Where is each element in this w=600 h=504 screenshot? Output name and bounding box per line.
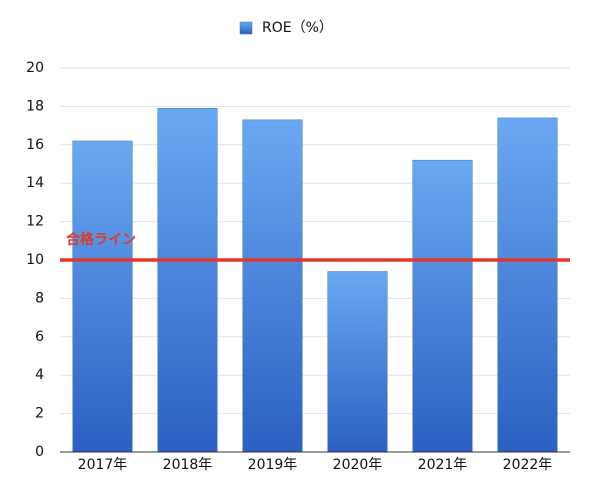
bar [327,271,388,453]
y-tick-label: 12 [26,214,44,230]
y-tick-label: 16 [26,137,44,153]
legend-swatch [239,21,253,35]
x-tick-label: 2022年 [503,457,553,473]
bar [72,140,133,453]
x-tick-label: 2018年 [163,457,213,473]
y-tick-label: 0 [35,444,44,460]
y-tick-label: 18 [26,98,44,114]
y-tick-label: 6 [35,329,44,345]
y-tick-label: 14 [26,175,44,191]
bar [497,117,558,453]
x-tick-label: 2021年 [418,457,468,473]
y-tick-label: 2 [35,406,44,422]
reference-label: 合格ライン [66,231,136,248]
y-tick-label: 20 [26,60,44,76]
x-tick-label: 2020年 [333,457,383,473]
bar [157,108,218,453]
legend-label: ROE（%） [262,20,333,36]
x-tick-label: 2017年 [78,457,128,473]
y-tick-label: 4 [35,367,44,383]
bar [412,159,473,453]
bar [242,119,303,453]
y-tick-label: 10 [26,252,44,268]
y-tick-label: 8 [35,290,44,306]
x-tick-label: 2019年 [248,457,298,473]
